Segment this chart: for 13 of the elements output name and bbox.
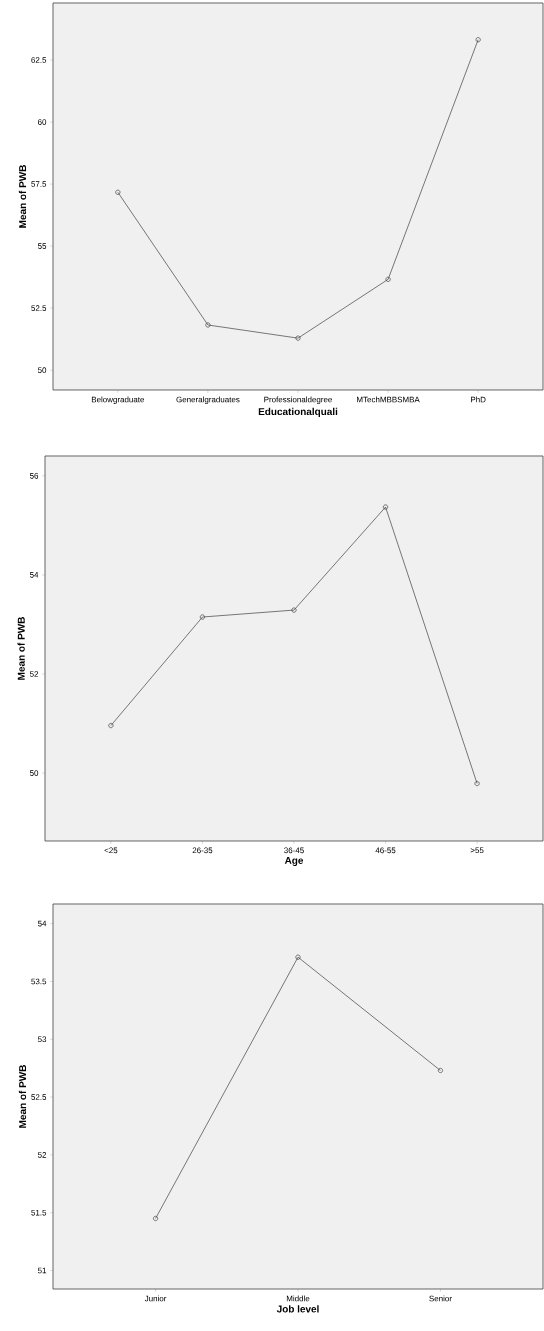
x-axis-title: Age (284, 856, 304, 866)
point (385, 276, 391, 282)
point (383, 504, 389, 510)
point (295, 954, 301, 960)
point (295, 335, 301, 341)
x-axis-title: Educationalquali (258, 407, 338, 418)
y-axis-title: Mean of PWB (18, 165, 27, 228)
point (291, 607, 297, 613)
point (199, 614, 206, 620)
point (205, 322, 211, 328)
y-axis-title: Mean of PWB (17, 617, 25, 680)
y-axis-title: Mean of PWB (18, 1065, 27, 1128)
x-axis-title: Job level (276, 1305, 319, 1313)
